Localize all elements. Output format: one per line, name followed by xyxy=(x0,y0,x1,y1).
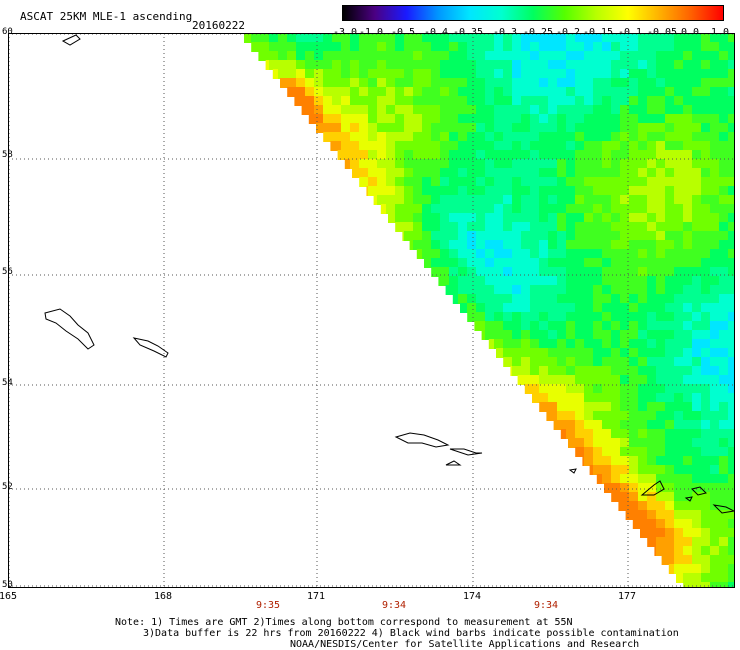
colorbar-tick-label: -0.2 xyxy=(555,27,581,38)
colorbar-tick-label: -0.15 xyxy=(582,27,614,38)
colorbar-tick-label: -0.4 xyxy=(423,27,449,38)
colorbar-tick-label: -0.35 xyxy=(452,27,484,38)
longitude-label: 171 xyxy=(306,591,326,602)
colorbar-tick-label: -0.3 xyxy=(492,27,518,38)
colorbar-tick-label: -0.25 xyxy=(522,27,554,38)
pass-time-label: 9:34 xyxy=(533,600,559,611)
longitude-label: 168 xyxy=(153,591,173,602)
colorbar-tick-label: -3.0 xyxy=(332,27,358,38)
note-line-1: Note: 1) Times are GMT 2)Times along bot… xyxy=(115,617,573,628)
map-panel xyxy=(8,33,735,588)
pass-time-label: 9:35 xyxy=(255,600,281,611)
latitude-label: 52 xyxy=(2,482,13,492)
colorbar xyxy=(342,5,724,21)
latitude-label: 50 xyxy=(2,580,13,590)
scatterometer-swath xyxy=(244,33,735,588)
colorbar-tick-label: -0.1 xyxy=(617,27,643,38)
longitude-label: 177 xyxy=(617,591,637,602)
latitude-label: 54 xyxy=(2,378,13,388)
colorbar-tick-label: -0.05 xyxy=(646,27,678,38)
coastline xyxy=(44,34,735,514)
colorbar-tick-label: -1.0 xyxy=(358,27,384,38)
longitude-label: 165 xyxy=(0,591,18,602)
colorbar-tick-label: 0.0 xyxy=(680,27,700,38)
pass-time-label: 9:34 xyxy=(381,600,407,611)
latitude-label: 60 xyxy=(2,27,13,37)
map-frame xyxy=(8,33,735,588)
product-date: 20160222 xyxy=(192,19,245,32)
note-line-3: NOAA/NESDIS/Center for Satellite Applica… xyxy=(290,639,640,650)
latitude-label: 58 xyxy=(2,150,13,160)
longitude-label: 174 xyxy=(462,591,482,602)
colorbar-tick-label: 1.0 xyxy=(710,27,730,38)
latitude-label: 56 xyxy=(2,267,13,277)
colorbar-tick-label: -0.5 xyxy=(390,27,416,38)
product-title: ASCAT 25KM MLE-1 ascending xyxy=(20,10,193,23)
note-line-2: 3)Data buffer is 22 hrs from 20160222 4)… xyxy=(143,628,679,639)
